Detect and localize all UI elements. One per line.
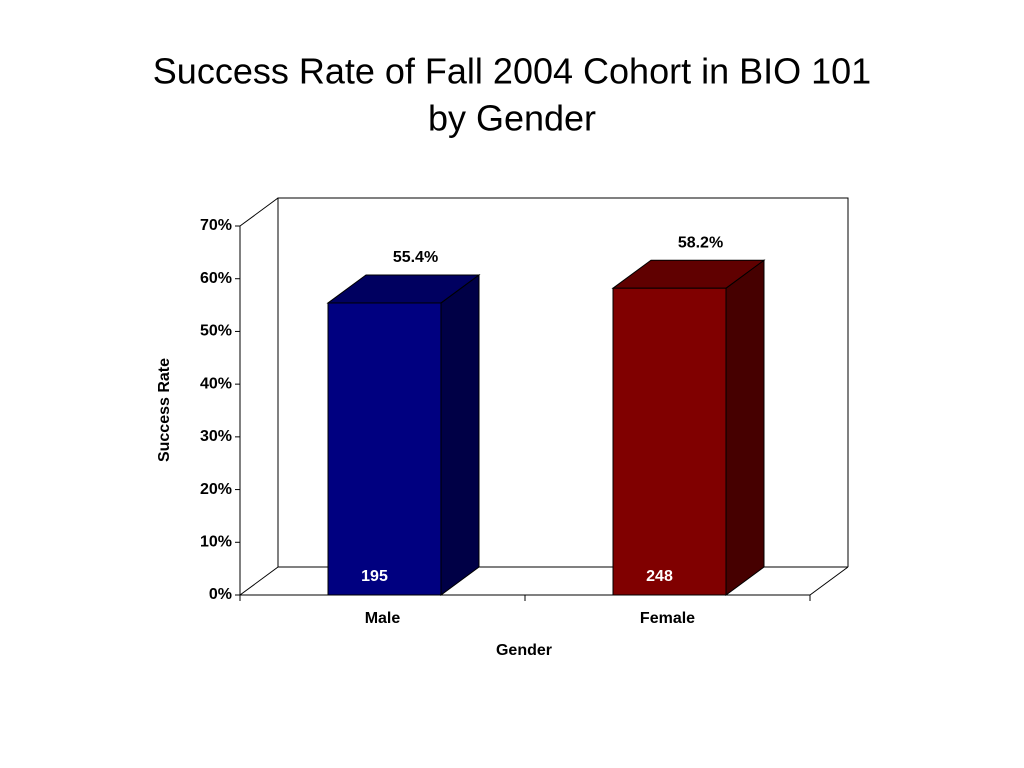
- x-axis-title: Gender: [496, 642, 552, 659]
- y-tick-label: 10%: [200, 534, 232, 551]
- y-tick-label: 30%: [200, 428, 232, 445]
- y-tick-label: 60%: [200, 270, 232, 287]
- bar: [612, 287, 727, 596]
- chart-title: by Gender: [428, 98, 596, 139]
- y-tick-label: 40%: [200, 375, 232, 392]
- x-tick-label: Male: [365, 610, 401, 627]
- y-tick-label: 20%: [200, 481, 232, 498]
- x-tick-label: Female: [640, 610, 695, 627]
- bar: [327, 302, 442, 596]
- chart-title: Success Rate of Fall 2004 Cohort in BIO …: [153, 51, 871, 92]
- y-tick-label: 0%: [209, 586, 232, 603]
- y-axis-title: Success Rate: [156, 358, 173, 462]
- bar-side: [440, 273, 480, 596]
- y-tick-label: 70%: [200, 217, 232, 234]
- y-tick-label: 50%: [200, 323, 232, 340]
- count-label: 248: [646, 568, 673, 585]
- value-label: 55.4%: [393, 249, 438, 266]
- bar-side: [725, 259, 765, 596]
- value-label: 58.2%: [678, 234, 723, 251]
- count-label: 195: [361, 568, 388, 585]
